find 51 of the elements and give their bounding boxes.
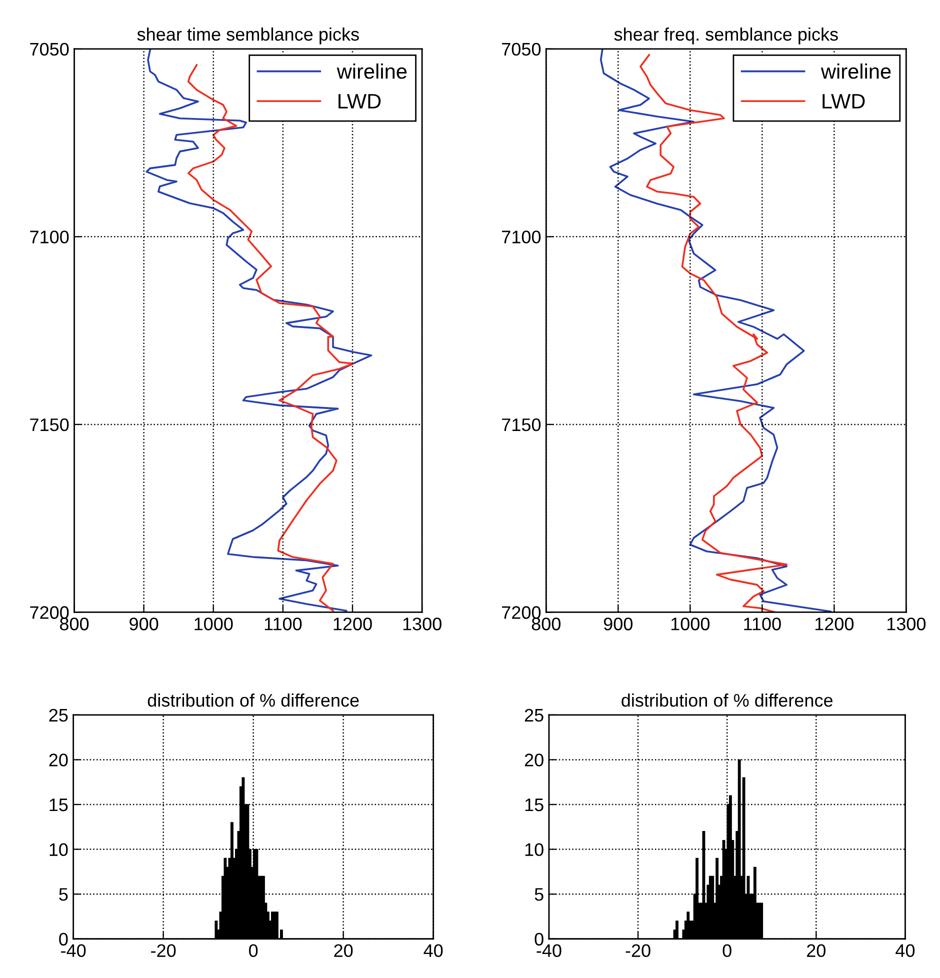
x-tick-label: 40	[424, 944, 443, 958]
x-tick-label: 1100	[264, 618, 302, 630]
legend-label: wireline	[336, 63, 407, 79]
x-tick-label: -20	[151, 944, 176, 958]
y-tick-label: 10	[525, 843, 544, 856]
y-tick-label: 25	[49, 708, 68, 722]
x-tick-label: 0	[249, 944, 258, 958]
y-tick-label: 7100	[30, 230, 69, 244]
x-tick-label: -40	[61, 944, 86, 958]
chart-title: distribution of % difference	[148, 694, 359, 707]
y-tick-label: 0	[59, 932, 68, 946]
chart-title: shear freq. semblance picks	[614, 27, 838, 44]
x-tick-label: 1200	[815, 618, 854, 630]
x-tick-label: 900	[604, 618, 632, 630]
x-tick-label: 1100	[744, 618, 781, 630]
x-tick-label: 1300	[887, 618, 926, 630]
x-tick-label: 1200	[334, 618, 372, 630]
x-tick-label: 900	[130, 618, 158, 630]
y-tick-label: 0	[534, 932, 544, 946]
y-tick-label: 7050	[30, 42, 69, 56]
y-tick-label: 20	[49, 754, 68, 766]
x-tick-label: 20	[334, 944, 353, 958]
x-tick-label: 800	[60, 618, 89, 630]
y-tick-label: 7150	[30, 418, 69, 432]
x-tick-label: 800	[532, 618, 560, 630]
y-tick-label: 7100	[502, 230, 541, 244]
y-tick-label: 5	[534, 888, 544, 901]
x-tick-label: 1000	[671, 618, 710, 630]
legend-label: wireline	[820, 63, 891, 79]
chart-title: shear time semblance picks	[137, 27, 359, 44]
legend-label: LWD	[822, 94, 865, 108]
y-tick-label: 5	[59, 888, 68, 901]
y-tick-label: 15	[525, 798, 544, 812]
chart-title: distribution of % difference	[622, 694, 833, 707]
x-tick-label: 20	[807, 944, 826, 958]
y-tick-label: 20	[524, 754, 544, 766]
y-tick-label: 25	[524, 708, 544, 722]
y-tick-label: 15	[50, 798, 68, 812]
x-tick-label: 0	[722, 944, 732, 958]
y-tick-label: 7200	[30, 606, 69, 619]
line-series	[640, 54, 788, 612]
y-tick-label: 7150	[502, 418, 541, 432]
x-tick-label: -40	[536, 944, 562, 958]
x-tick-label: 1300	[403, 618, 442, 630]
legend-label: LWD	[338, 94, 381, 108]
x-tick-label: 1000	[194, 618, 233, 630]
y-tick-label: 10	[50, 843, 68, 856]
y-tick-label: 7200	[502, 606, 541, 619]
x-tick-label: -20	[626, 944, 650, 958]
y-tick-label: 7050	[502, 42, 541, 56]
x-tick-label: 40	[896, 944, 915, 958]
